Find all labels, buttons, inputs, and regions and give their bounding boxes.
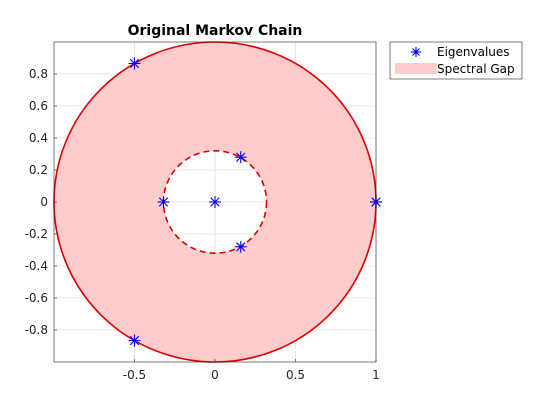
- x-tick-label-2: 0.5: [286, 368, 305, 382]
- eigenvalue-point-5: [234, 240, 247, 253]
- axis-ticks: -0.5 0 0.5 1 -0.8 -0.6 -0.4 -0.2 0 0.2 0.4 0.6 0.8: [25, 67, 380, 382]
- legend-spectral-gap-swatch: [395, 63, 437, 74]
- eigenvalue-point-2-stroke-3: [129, 58, 140, 69]
- legend: Eigenvalues Spectral Gap: [389, 41, 523, 80]
- y-tick-label-7: 0.6: [29, 99, 48, 113]
- y-tick-label-6: 0.4: [29, 131, 48, 145]
- spectral-gap-fill: [54, 42, 376, 362]
- y-tick-label-3: -0.2: [25, 227, 48, 241]
- eigenvalue-point-3-stroke-3: [129, 335, 140, 346]
- y-tick-label-0: -0.8: [25, 323, 48, 337]
- eigenvalue-point-5-stroke-3: [236, 242, 246, 252]
- legend-spectral-gap-label: Spectral Gap: [437, 62, 515, 76]
- legend-eigenvalues-marker: [411, 47, 421, 57]
- legend-star: [411, 47, 421, 57]
- eigenvalue-point-7-stroke-3: [210, 197, 220, 207]
- y-tick-label-2: -0.4: [25, 259, 48, 273]
- x-tick-label-1: 0: [211, 368, 219, 382]
- eigenvalue-point-6: [157, 196, 170, 208]
- eigenvalue-point-7: [209, 196, 221, 208]
- eigenvalue-point-3: [128, 334, 141, 347]
- x-tick-label-3: 1: [372, 368, 380, 382]
- x-tick-label-0: -0.5: [123, 368, 146, 382]
- y-tick-label-1: -0.6: [25, 291, 48, 305]
- eigenvalue-point-4: [234, 151, 247, 164]
- y-tick-label-5: 0.2: [29, 163, 48, 177]
- chart-title: Original Markov Chain: [128, 23, 303, 39]
- eigenvalue-point-2: [128, 57, 141, 70]
- legend-eigenvalues-label: Eigenvalues: [437, 45, 510, 59]
- eigenvalue-point-6-stroke-3: [158, 197, 169, 207]
- eigenvalue-point-4-stroke-3: [236, 152, 246, 162]
- legend-star-stroke-3: [412, 48, 420, 56]
- y-tick-label-4: 0: [40, 195, 48, 209]
- y-tick-label-8: 0.8: [29, 67, 48, 81]
